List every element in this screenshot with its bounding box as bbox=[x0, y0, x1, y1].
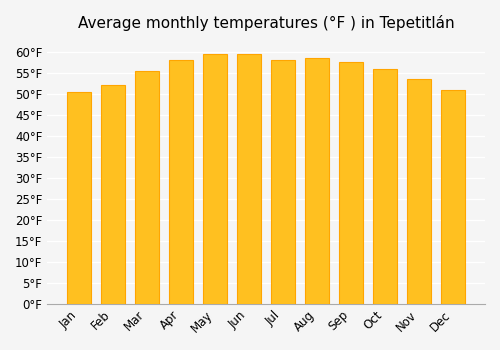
Bar bbox=[203, 54, 227, 304]
Bar bbox=[271, 60, 295, 304]
Bar bbox=[339, 62, 363, 304]
Bar bbox=[374, 69, 397, 304]
Bar bbox=[305, 58, 329, 304]
Bar bbox=[67, 92, 91, 304]
Bar bbox=[169, 60, 193, 304]
Bar bbox=[237, 54, 261, 304]
Title: Average monthly temperatures (°F ) in Tepetitlán: Average monthly temperatures (°F ) in Te… bbox=[78, 15, 454, 31]
Bar bbox=[442, 90, 465, 304]
Bar bbox=[135, 71, 159, 304]
Bar bbox=[408, 79, 431, 304]
Bar bbox=[101, 85, 125, 304]
